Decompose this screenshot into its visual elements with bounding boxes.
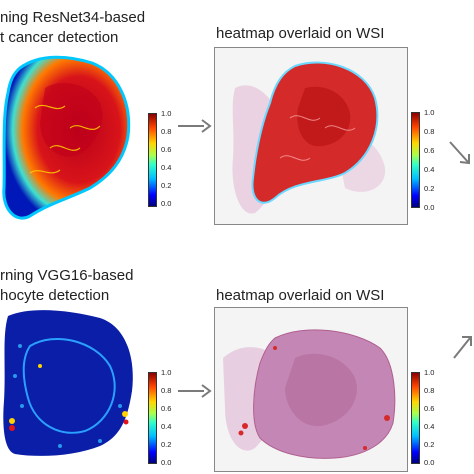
bottom-left-title-line1: rning VGG16-based <box>0 267 134 284</box>
lymphocyte-overlay-wsi <box>215 308 407 471</box>
bottom-up-arrow-icon <box>453 336 472 359</box>
bottom-right-arrow-icon <box>178 384 212 398</box>
tl-tick-2: 0.8 <box>161 127 172 136</box>
tl-tick-5: 0.2 <box>161 181 172 190</box>
tl-tick-4: 0.4 <box>161 163 172 172</box>
tr-tick-3: 0.6 <box>424 146 435 155</box>
cancer-overlay-wsi <box>215 48 407 224</box>
top-right-colorbar <box>411 112 420 208</box>
top-right-arrow-icon <box>178 119 212 133</box>
lymphocyte-heatmap-region <box>3 310 133 456</box>
bl-tick-1: 1.0 <box>161 368 172 377</box>
lymphocyte-heatmap <box>0 306 140 466</box>
tl-tick-1: 1.0 <box>161 109 172 118</box>
br-tick-1: 1.0 <box>424 368 435 377</box>
br-tick-5: 0.2 <box>424 440 435 449</box>
tr-tick-5: 0.2 <box>424 184 435 193</box>
tr-tick-6: 0.0 <box>424 203 435 212</box>
br-tick-6: 0.0 <box>424 458 435 467</box>
bl-tick-4: 0.4 <box>161 422 172 431</box>
br-tick-3: 0.6 <box>424 404 435 413</box>
bl-tick-5: 0.2 <box>161 440 172 449</box>
top-overlay-frame <box>214 47 408 225</box>
top-left-title-line2: t cancer detection <box>0 29 119 46</box>
bl-tick-6: 0.0 <box>161 458 172 467</box>
top-left-colorbar <box>148 113 157 207</box>
bottom-left-colorbar <box>148 372 157 464</box>
br-tick-2: 0.8 <box>424 386 435 395</box>
bottom-left-title-line2: hocyte detection <box>0 287 110 304</box>
bottom-right-colorbar <box>411 372 420 464</box>
cancer-heatmap <box>0 48 140 223</box>
tr-tick-4: 0.4 <box>424 165 435 174</box>
bottom-overlay-frame <box>214 307 408 472</box>
tr-tick-2: 0.8 <box>424 127 435 136</box>
top-left-title-line1: ning ResNet34-based <box>0 9 146 26</box>
tl-tick-6: 0.0 <box>161 199 172 208</box>
tr-tick-1: 1.0 <box>424 108 435 117</box>
top-right-title: heatmap overlaid on WSI <box>216 25 385 42</box>
bl-tick-2: 0.8 <box>161 386 172 395</box>
tl-tick-3: 0.6 <box>161 145 172 154</box>
top-down-arrow-icon <box>449 141 470 165</box>
bl-tick-3: 0.6 <box>161 404 172 413</box>
br-tick-4: 0.4 <box>424 422 435 431</box>
bottom-right-title: heatmap overlaid on WSI <box>216 287 385 304</box>
